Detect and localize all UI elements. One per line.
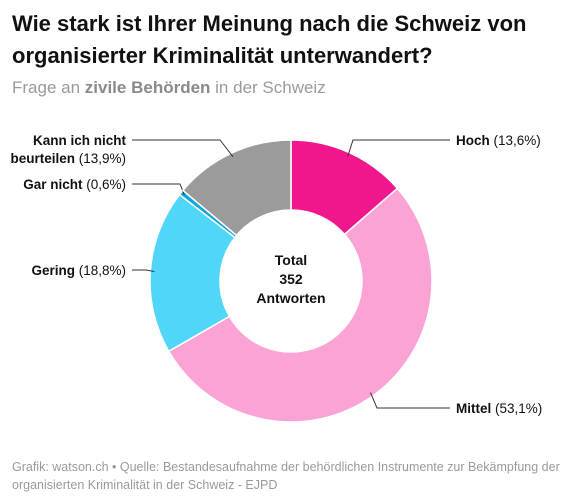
slice-label-gar-nicht: Gar nicht (0,6%) — [23, 177, 126, 192]
slice-mittel[interactable] — [167, 187, 433, 423]
leader-line-gering — [132, 269, 155, 273]
leader-line-kann-ich-nicht-beurteilen — [132, 139, 234, 158]
center-label-line-2: 352 — [279, 271, 303, 287]
slice-label-gering: Gering (18,8%) — [31, 263, 126, 278]
leader-line-hoch — [347, 139, 450, 157]
subtitle-suffix: in der Schweiz — [215, 78, 326, 97]
subtitle-prefix: Frage an — [12, 78, 81, 97]
leader-line-gar-nicht — [132, 183, 185, 196]
center-label-line-3: Antworten — [256, 290, 325, 306]
chart-title: Wie stark ist Ihrer Meinung nach die Sch… — [12, 11, 527, 68]
leader-line-mittel — [370, 392, 450, 409]
center-label-line-1: Total — [275, 252, 307, 268]
slice-label-kann-ich-nicht-beurteilen-line-1: Kann ich nicht — [33, 133, 127, 148]
source-footer: Grafik: watson.ch • Quelle: Bestandesauf… — [12, 460, 560, 492]
slice-label-kann-ich-nicht-beurteilen-line-2: beurteilen (13,9%) — [10, 151, 126, 166]
slice-label-hoch: Hoch (13,6%) — [456, 133, 541, 148]
slice-kann-ich-nicht-beurteilen[interactable] — [181, 139, 292, 237]
slice-label-mittel: Mittel (53,1%) — [456, 401, 542, 416]
subtitle-emphasis: zivile Behörden — [84, 78, 211, 97]
chart-subtitle: Frage an zivile Behörden in der Schweiz — [12, 77, 572, 99]
slice-gering[interactable] — [149, 193, 236, 353]
